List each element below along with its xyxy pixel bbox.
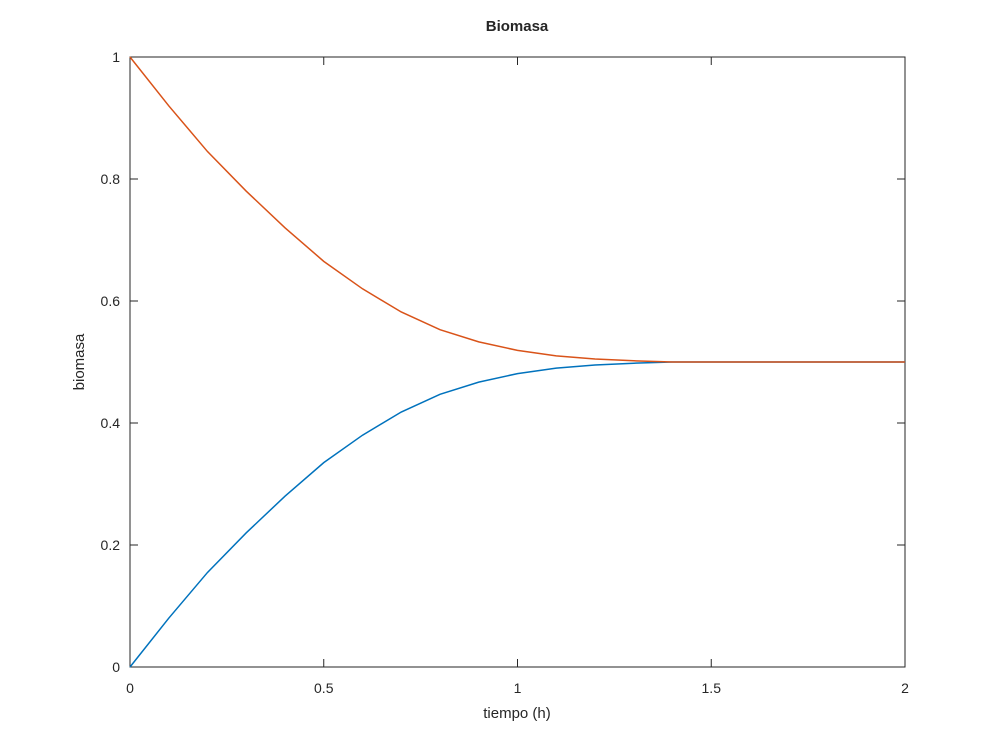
y-tick-label: 0.2 — [101, 537, 121, 553]
y-tick-label: 0 — [112, 659, 120, 675]
y-tick-label: 0.4 — [101, 415, 121, 431]
series-line — [129, 56, 905, 363]
x-tick-label: 2 — [901, 680, 909, 696]
y-tick-label: 0.8 — [101, 171, 121, 187]
y-tick-label: 0.6 — [101, 293, 121, 309]
chart-title: Biomasa — [486, 18, 549, 35]
x-tick-label: 0.5 — [314, 680, 334, 696]
x-axis-label: tiempo (h) — [483, 705, 551, 722]
x-tick-label: 0 — [126, 680, 134, 696]
y-tick-label: 1 — [112, 49, 120, 65]
y-axis-label: biomasa — [71, 333, 88, 390]
x-tick-label: 1.5 — [702, 680, 722, 696]
x-tick-label: 1 — [514, 680, 522, 696]
